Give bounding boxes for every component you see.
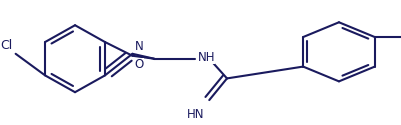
Text: HN: HN: [187, 108, 205, 121]
Text: O: O: [134, 58, 144, 71]
Text: NH: NH: [197, 51, 215, 64]
Text: N: N: [134, 40, 143, 53]
Text: Cl: Cl: [0, 39, 13, 52]
